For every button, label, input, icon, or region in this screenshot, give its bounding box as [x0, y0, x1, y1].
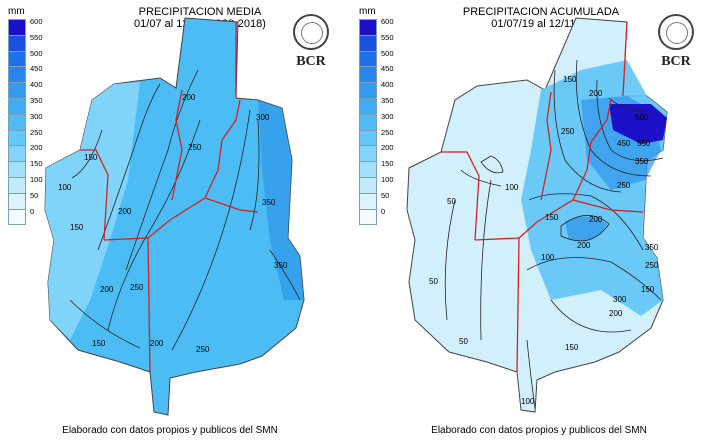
contour-label: 450	[617, 139, 631, 148]
contour-label: 150	[545, 213, 559, 222]
map-title-line1: PRECIPITACION MEDIA	[138, 6, 262, 18]
legend-label: 550	[30, 32, 43, 42]
contour-label: 200	[589, 215, 603, 224]
legend-label: 250	[381, 127, 394, 137]
legend-label: 150	[30, 159, 43, 169]
contour-label: 300	[256, 113, 270, 122]
contour-label: 250	[645, 261, 659, 270]
map-footer: Elaborado con datos propios y publicos d…	[62, 425, 278, 436]
contour-label: 50	[447, 197, 456, 206]
lighter-zone	[45, 82, 140, 340]
legend-label: 600	[381, 17, 394, 26]
precipitation-map: 100 150 200 250 300 350 200 150 200 250 …	[44, 17, 305, 416]
deep-zone	[609, 104, 667, 144]
legend-label: 200	[30, 143, 43, 153]
legend-label: 100	[30, 175, 43, 184]
legend-label: 100	[381, 175, 394, 184]
contour-label: 350	[635, 157, 649, 166]
contour-label: 350	[645, 243, 659, 252]
contour-label: 250	[617, 181, 631, 190]
map-title-line2: 01/07/19 al 12/11/19	[491, 18, 591, 30]
contour-label: 200	[589, 89, 603, 98]
legend-label: 450	[381, 64, 394, 74]
contour-label: 100	[58, 183, 72, 192]
contour-label: 100	[521, 397, 535, 406]
legend-label: 50	[381, 190, 390, 200]
contour-label: 200	[577, 241, 591, 250]
darker-zone	[258, 100, 304, 300]
legend-label: 200	[381, 143, 394, 153]
pocket-zone	[565, 216, 607, 242]
contour-lines	[444, 59, 664, 409]
legend-label: 300	[381, 111, 394, 121]
map-panel-acumulada: mm 600 550 500 450 400 350 300 250 200 150 100 50 0 …	[351, 0, 701, 447]
legend-swatch	[8, 208, 26, 226]
legend-label: 50	[30, 190, 39, 200]
legend-label: 600	[30, 17, 43, 26]
color-legend: 600 550 500 450 400 350 300 250 200 150 100 50 0	[8, 18, 43, 226]
contour-label: 200	[118, 207, 132, 216]
contour-label: 250	[130, 283, 144, 292]
legend-label: 250	[30, 127, 43, 137]
contour-label: 50	[459, 337, 468, 346]
contour-labels: 100 150 200 250 300 350 200 150 200 250 …	[58, 93, 288, 354]
legend-label: 350	[30, 96, 43, 105]
legend-label: 300	[30, 111, 43, 121]
map-title: PRECIPITACION ACUMULADA 01/07/19 al 12/1…	[411, 6, 671, 30]
legend-label: 400	[30, 80, 43, 90]
map-panel-media: mm 600 550 500 450 400 350 300 250 200 150 100 50 0 …	[0, 0, 350, 447]
contour-label: 150	[70, 223, 84, 232]
bcr-seal-icon	[293, 14, 329, 50]
contour-label: 250	[188, 143, 202, 152]
legend-label: 500	[30, 48, 43, 58]
contour-label: 200	[609, 309, 623, 318]
contour-label: 150	[641, 285, 655, 294]
legend-label: 450	[30, 64, 43, 74]
contour-labels: 150 200 250 500 550 450 350 250 50 100 1…	[429, 75, 659, 406]
contour-label: 150	[92, 339, 106, 348]
contour-label: 150	[565, 343, 579, 352]
province-borders	[441, 21, 644, 373]
contour-label: 200	[150, 339, 164, 348]
bcr-brand: BCR	[296, 54, 326, 69]
bcr-seal-icon	[658, 14, 694, 50]
legend-label: 150	[381, 159, 394, 169]
contour-label: 200	[100, 285, 114, 294]
contour-label: 200	[182, 93, 196, 102]
legend-label: 0	[381, 206, 386, 216]
legend-label: 0	[30, 206, 35, 216]
contour-label: 550	[637, 139, 651, 148]
contour-lines	[69, 69, 301, 351]
legend-unit: mm	[359, 6, 376, 17]
bcr-logo: BCR	[286, 14, 336, 74]
contour-label: 100	[541, 253, 555, 262]
precipitation-map: 150 200 250 500 550 450 350 250 50 100 1…	[406, 17, 668, 413]
contour-label: 150	[563, 75, 577, 84]
contour-label: 50	[429, 277, 438, 286]
map-title-line1: PRECIPITACION ACUMULADA	[462, 6, 620, 18]
contour-label: 150	[84, 153, 98, 162]
contour-label: 250	[196, 345, 210, 354]
contour-label: 250	[561, 127, 575, 136]
legend-label: 500	[381, 48, 394, 58]
legend-unit: mm	[8, 6, 25, 17]
province-borders	[80, 22, 259, 373]
bcr-logo: BCR	[651, 14, 701, 74]
contour-label: 350	[262, 198, 276, 207]
contour-label: 300	[613, 295, 627, 304]
legend-label: 550	[381, 32, 394, 42]
contour-label: 500	[635, 113, 649, 122]
contour-label: 100	[505, 183, 519, 192]
legend-label: 350	[381, 96, 394, 105]
color-legend: 600 550 500 450 400 350 300 250 200 150 100 50 0	[359, 18, 394, 226]
contour-label: 350	[274, 261, 288, 270]
map-footer: Elaborado con datos propios y publicos d…	[431, 425, 647, 436]
legend-label: 400	[381, 80, 394, 90]
bcr-brand: BCR	[661, 54, 691, 69]
legend-swatch	[359, 208, 377, 226]
